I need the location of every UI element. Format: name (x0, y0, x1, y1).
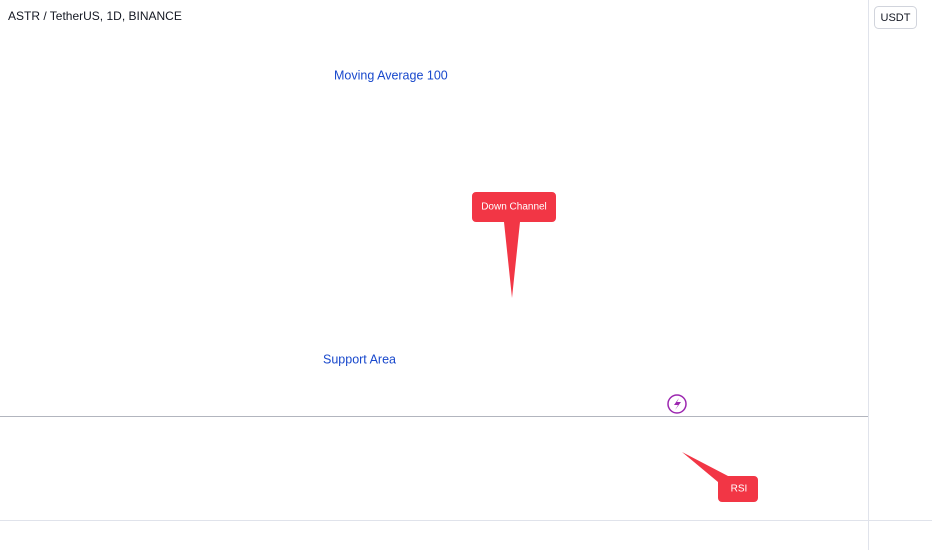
chart-title: ASTR / TetherUS, 1D, BINANCE (8, 9, 182, 23)
rsi-callout (682, 452, 758, 502)
currency[interactable]: USDT (881, 12, 911, 24)
support-area-label: Support Area (323, 352, 396, 366)
moving-average-label: Moving Average 100 (334, 68, 448, 82)
down-channel-callout (472, 192, 556, 298)
alert-icon-bolt (674, 398, 681, 410)
title-background (2, 6, 192, 26)
annotations: ASTR / TetherUS, 1D, BINANCE USDT Down C… (2, 6, 917, 502)
down-channel-label: Down Channel (481, 202, 547, 213)
rsi-label: RSI (731, 484, 748, 495)
currency-button[interactable] (874, 6, 917, 29)
